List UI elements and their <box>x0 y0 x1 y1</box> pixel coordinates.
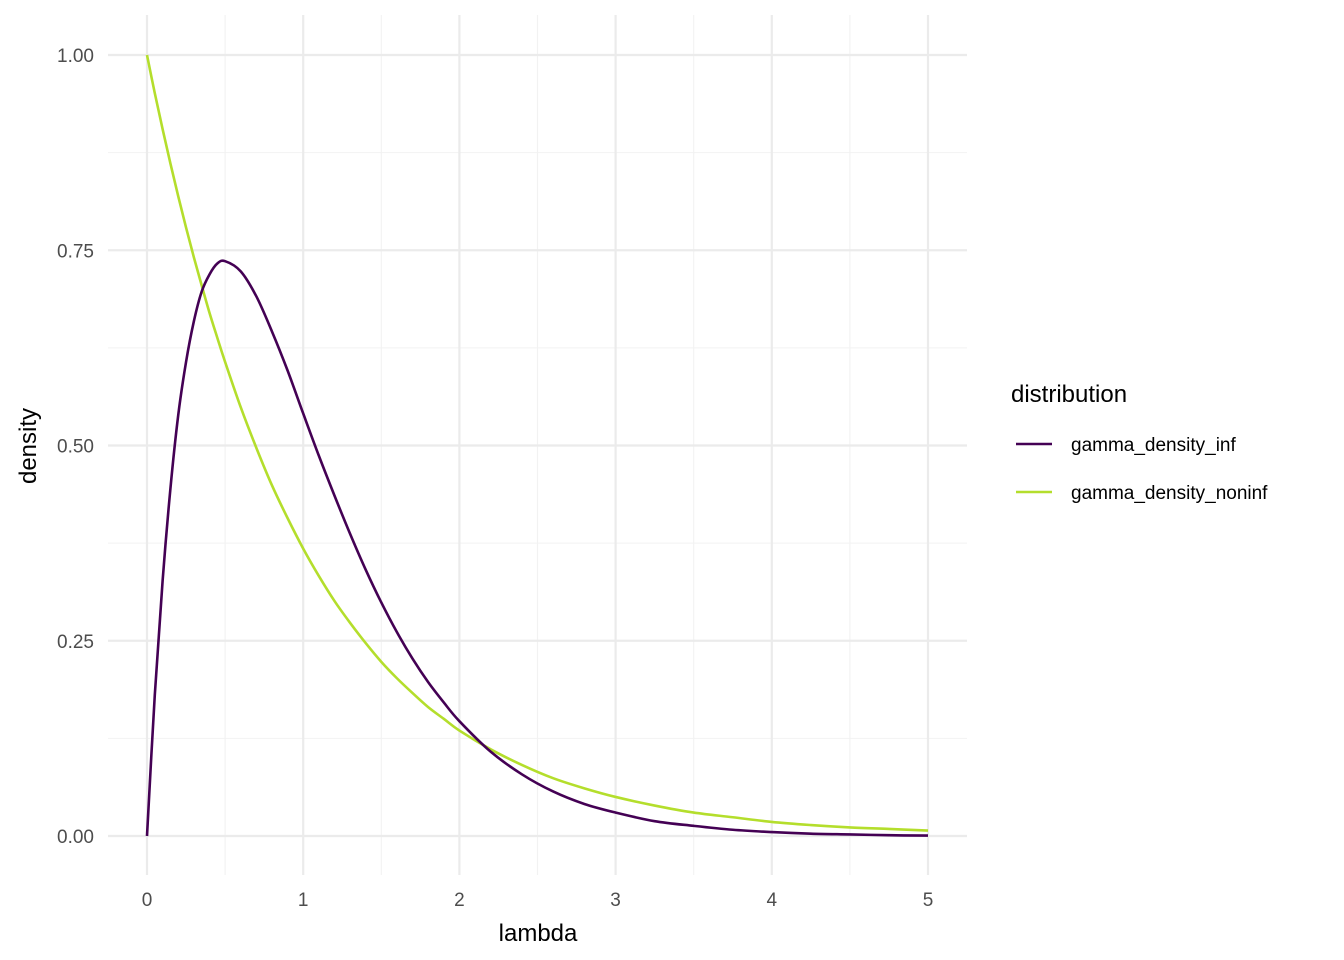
legend-label-gamma-density-noninf: gamma_density_noninf <box>1071 483 1268 504</box>
y-tick-label: 1.00 <box>57 46 94 67</box>
x-tick-label: 4 <box>767 890 778 911</box>
x-tick-label: 0 <box>142 890 153 911</box>
legend-label-gamma-density-inf: gamma_density_inf <box>1071 435 1236 456</box>
y-tick-label: 0.00 <box>57 827 94 848</box>
x-tick-label: 1 <box>298 890 309 911</box>
series-lines <box>145 54 929 837</box>
x-tick-label: 2 <box>454 890 465 911</box>
x-axis-title: lambda <box>499 920 578 947</box>
x-tick-label: 5 <box>923 890 934 911</box>
x-axis-tick-labels: 0 1 2 3 4 5 <box>142 890 934 911</box>
y-tick-label: 0.75 <box>57 241 94 262</box>
major-gridlines <box>108 15 967 875</box>
legend-title: distribution <box>1011 381 1127 408</box>
x-tick-label: 3 <box>610 890 621 911</box>
series-line-gamma-density-inf <box>145 259 929 837</box>
y-tick-label: 0.25 <box>57 632 94 653</box>
y-axis-title: density <box>15 408 42 484</box>
y-tick-label: 0.50 <box>57 437 94 458</box>
legend-items: gamma_density_inf gamma_density_noninf <box>1016 435 1268 504</box>
legend: distribution gamma_density_infgamma_dens… <box>1011 381 1268 504</box>
series-line-gamma-density-noninf <box>145 54 929 832</box>
y-axis-tick-labels: 0.00 0.25 0.50 0.75 1.00 <box>57 46 94 848</box>
